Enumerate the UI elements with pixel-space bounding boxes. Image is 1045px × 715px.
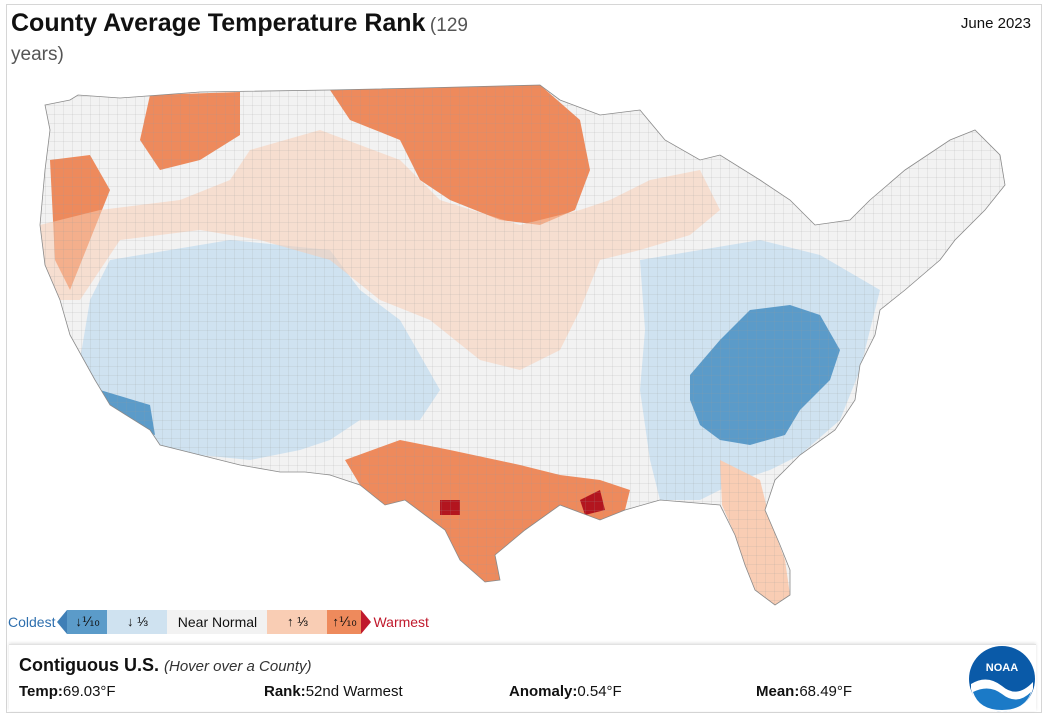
legend-coldest-label: Coldest xyxy=(8,614,56,630)
triangle-left-icon xyxy=(57,610,68,634)
us-outline xyxy=(39,84,1006,606)
county-grid xyxy=(40,85,1005,605)
legend-bin-near-normal: Near Normal xyxy=(167,610,268,634)
stat-anomaly: Anomaly:0.54°F xyxy=(509,683,622,700)
stat-rank-label: Rank: xyxy=(264,683,306,700)
stat-rank-value: 52nd Warmest xyxy=(305,683,403,700)
legend-warmest-label: Warmest xyxy=(373,614,429,630)
triangle-right-icon xyxy=(361,610,372,634)
us-county-map[interactable] xyxy=(0,60,1045,610)
map-frame xyxy=(6,4,1042,713)
stat-mean-label: Mean: xyxy=(756,683,800,700)
info-panel: Contiguous U.S. (Hover over a County) Te… xyxy=(9,644,1036,711)
stat-rank: Rank:52nd Warmest xyxy=(264,683,403,700)
stat-temp: Temp:69.03°F xyxy=(19,683,116,700)
stat-mean: Mean:68.49°F xyxy=(756,683,852,700)
map-title: County Average Temperature Rank (129 yea… xyxy=(11,9,481,70)
map-date: June 2023 xyxy=(960,15,1031,32)
legend-bin-warm-tenth: ↑⅒ xyxy=(327,610,362,634)
stat-mean-value: 68.49°F xyxy=(799,683,853,700)
stat-anomaly-label: Anomaly: xyxy=(509,683,578,700)
noaa-logo-icon: NOAA xyxy=(969,646,1035,712)
info-title: Contiguous U.S. (Hover over a County) xyxy=(19,655,312,676)
title-main: County Average Temperature Rank xyxy=(11,9,426,37)
noaa-logo-text: NOAA xyxy=(986,662,1018,674)
stat-anomaly-value: 0.54°F xyxy=(577,683,622,700)
title-suffix: (129 years) xyxy=(11,15,468,65)
legend-bin-cold-tenth: ↓⅒ xyxy=(67,610,108,634)
info-hint: (Hover over a County) xyxy=(164,658,312,675)
info-region: Contiguous U.S. xyxy=(19,655,159,675)
stat-temp-value: 69.03°F xyxy=(62,683,116,700)
legend-bin-cold-third: ↓ ⅓ xyxy=(107,610,168,634)
legend-bin-warm-third: ↑ ⅓ xyxy=(267,610,328,634)
stat-temp-label: Temp: xyxy=(19,683,63,700)
legend: Coldest ↓⅒ ↓ ⅓ Near Normal ↑ ⅓ ↑⅒ Warmes… xyxy=(8,610,431,634)
